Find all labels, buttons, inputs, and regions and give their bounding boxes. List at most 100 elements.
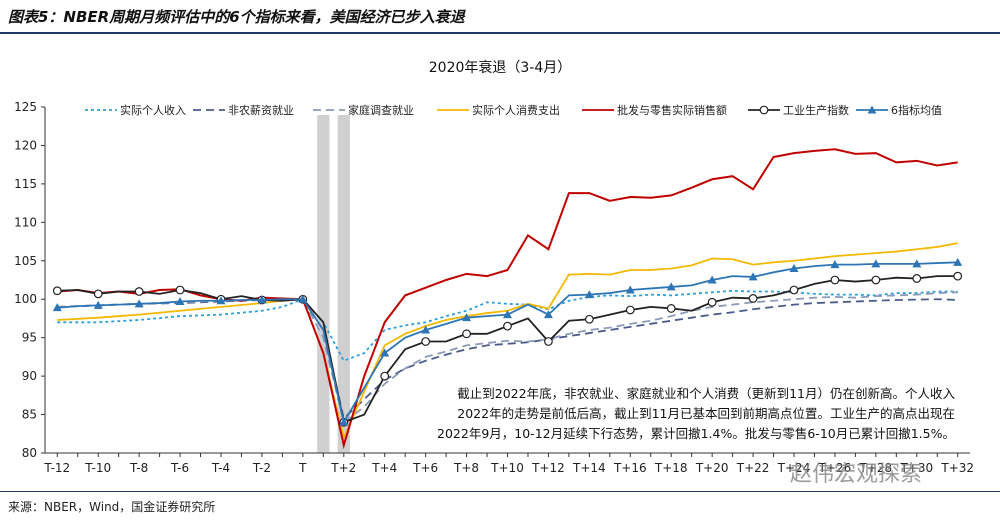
- data-point: [421, 325, 431, 334]
- data-point: [298, 294, 308, 303]
- annotation-line-2: 2022年9月，10-12月延续下行态势，累计回撤1.4%。批发与零售6-10月…: [437, 426, 955, 441]
- data-point: [503, 321, 512, 331]
- x-tick-label: T+30: [899, 461, 933, 475]
- legend-label-2: 家庭调查就业: [348, 103, 414, 117]
- series-group: [52, 148, 963, 450]
- data-point: [625, 305, 635, 315]
- watermark: 赵伟宏观探索: [790, 462, 923, 487]
- data-point: [462, 313, 472, 322]
- x-tick-label: T-4: [211, 461, 230, 475]
- x-tick-label: T+28: [859, 461, 893, 475]
- data-point: [339, 417, 349, 426]
- data-point: [871, 275, 881, 285]
- data-point: [953, 271, 963, 281]
- legend-marker: [759, 105, 769, 115]
- data-point: [421, 337, 431, 346]
- recession-band-0: [317, 115, 330, 453]
- x-tick-label: T+10: [490, 461, 524, 475]
- x-tick-label: T+18: [654, 461, 688, 475]
- series-line-2: [57, 291, 958, 424]
- data-point: [789, 285, 799, 295]
- line-chart: 2020年衰退（3-4月） 80 85 90 95 100 105 110 115 120 125…: [14, 59, 974, 475]
- source-note: 来源：NBER，Wind，国金证券研究所: [8, 500, 216, 514]
- data-point: [584, 314, 594, 324]
- data-point: [707, 297, 717, 307]
- data-point: [175, 297, 185, 306]
- legend: 实际个人收入 非农薪资就业 家庭调查就业 实际个人消费支出 批发与零售实际销售额 工业生产…: [85, 103, 942, 117]
- data-point: [871, 259, 881, 268]
- title-rule: [0, 32, 1000, 34]
- x-tick-label: T-2: [252, 461, 271, 475]
- legend-label-5: 工业生产指数: [783, 103, 849, 117]
- figure-title: 图表5：NBER周期月频评估中的6个指标来看，美国经济已步入衰退: [8, 8, 465, 26]
- data-point: [748, 272, 758, 281]
- data-point: [912, 274, 922, 283]
- x-tick-label: T+2: [330, 461, 356, 475]
- x-tick-label: T+26: [818, 461, 852, 475]
- legend-label-1: 非农薪资就业: [228, 103, 294, 117]
- y-tick-label: 110: [14, 215, 37, 229]
- annotation-line-0: 截止到2022年底，非农就业、家庭就业和个人消费（更新到11月）仍在创新高。个人…: [457, 386, 955, 401]
- data-point: [134, 287, 144, 296]
- x-tick-label: T-8: [129, 461, 148, 475]
- x-tick-label: T+20: [695, 461, 729, 475]
- series-line-4: [57, 148, 958, 450]
- y-tick-label: 120: [14, 138, 37, 152]
- x-tick-label: T: [298, 461, 307, 475]
- y-tick-label: 115: [14, 177, 37, 191]
- x-tick-label: T+14: [572, 461, 606, 475]
- legend-label-0: 实际个人收入: [120, 103, 186, 117]
- x-tick-label: T+22: [736, 461, 770, 475]
- data-point: [462, 329, 471, 339]
- data-point: [953, 257, 963, 266]
- data-point: [666, 282, 676, 291]
- data-point: [93, 289, 103, 299]
- annotation-line-1: 2022年的走势是前低后高，截止到11月已基本回到前期高点位置。工业生产的高点出…: [457, 406, 955, 421]
- data-point: [543, 310, 553, 319]
- data-point: [175, 285, 185, 295]
- x-tick-label: T+24: [777, 461, 811, 475]
- data-point: [93, 300, 103, 309]
- recession-band-1: [337, 115, 350, 453]
- x-tick-label: T+16: [613, 461, 647, 475]
- bottom-rule: [0, 491, 1000, 492]
- x-tick-label: T-6: [170, 461, 189, 475]
- legend-label-3: 实际个人消费支出: [472, 103, 560, 117]
- data-point: [748, 294, 758, 303]
- y-tick-label: 90: [22, 369, 37, 383]
- data-point: [830, 275, 840, 285]
- data-point: [830, 260, 840, 269]
- y-tick-label: 100: [14, 292, 37, 306]
- data-point: [380, 348, 390, 357]
- legend-label-4: 批发与零售实际销售额: [617, 103, 727, 117]
- x-tick-label: T-12: [43, 461, 70, 475]
- x-tick-label: T+6: [412, 461, 438, 475]
- data-point: [625, 285, 635, 294]
- data-point: [584, 290, 594, 299]
- axes: 80 85 90 95 100 105 110 115 120 125 T-12 T-10 T-8 T-6…: [14, 100, 974, 475]
- data-point: [134, 299, 144, 308]
- data-point: [52, 286, 62, 296]
- chart-title: 2020年衰退（3-4月）: [429, 59, 572, 76]
- x-tick-label: T-10: [84, 461, 111, 475]
- data-point: [707, 275, 717, 284]
- data-point: [216, 296, 226, 305]
- data-point: [52, 303, 62, 312]
- x-tick-label: T+12: [531, 461, 565, 475]
- legend-label-6: 6指标均值: [891, 103, 942, 117]
- data-point: [912, 259, 922, 268]
- y-tick-label: 85: [22, 408, 37, 422]
- data-point: [257, 295, 267, 304]
- x-tick-label: T+8: [453, 461, 479, 475]
- data-point: [544, 337, 553, 346]
- x-tick-label: T+4: [371, 461, 397, 475]
- y-tick-label: 105: [14, 254, 37, 268]
- data-point: [666, 304, 676, 313]
- x-tick-label: T+32: [940, 461, 974, 475]
- legend-marker: [867, 105, 877, 114]
- annotation: 截止到2022年底，非农就业、家庭就业和个人消费（更新到11月）仍在创新高。个人…: [437, 386, 955, 441]
- y-tick-label: 125: [14, 100, 37, 114]
- data-point: [503, 310, 512, 319]
- y-tick-label: 95: [22, 331, 37, 345]
- data-point: [789, 263, 799, 272]
